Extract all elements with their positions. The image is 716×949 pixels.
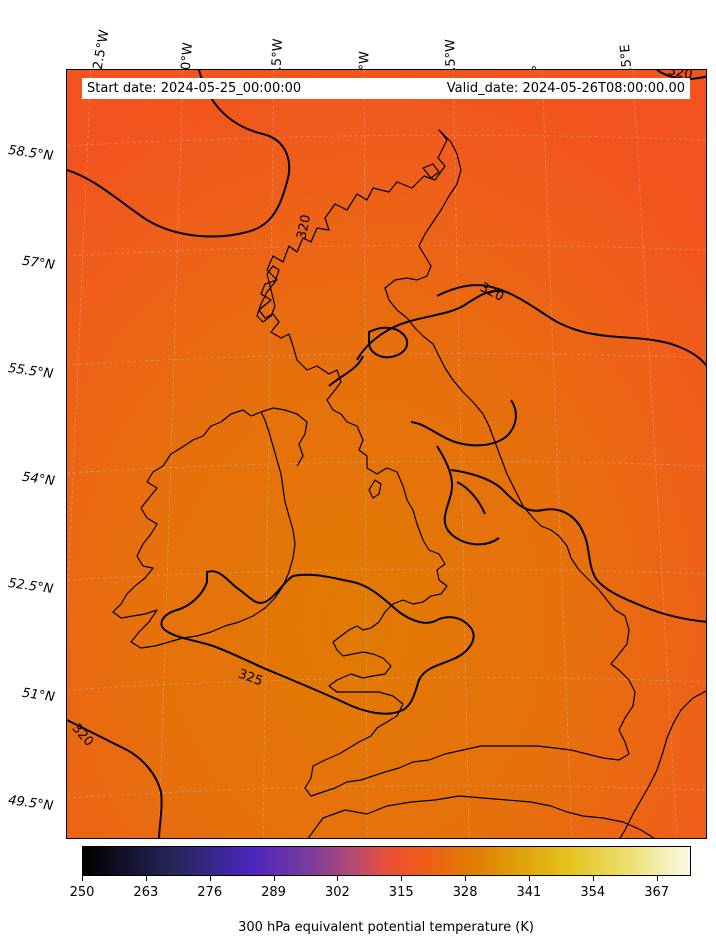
continent-coast <box>619 690 706 838</box>
lat-label-57n: 57°N <box>21 253 56 274</box>
contour-320-central <box>328 290 506 387</box>
colorbar-tick <box>528 876 530 881</box>
outer-hebrides <box>256 265 280 323</box>
colorbar-tick-label: 250 <box>69 885 95 900</box>
isle-of-man <box>368 479 382 499</box>
start-date: Start date: 2024-05-25_00:00:00 <box>87 81 302 96</box>
colorbar <box>82 846 691 876</box>
lat-label-51n: 51°N <box>21 685 56 706</box>
colorbar-tick <box>592 876 594 881</box>
colorbar-tick-label: 276 <box>197 885 223 900</box>
colorbar-tick <box>656 876 658 881</box>
lat-label-54n: 54°N <box>21 469 56 490</box>
colorbar-tick <box>209 876 211 881</box>
northern-ireland-coast <box>260 407 308 467</box>
great-britain-coast <box>258 129 636 797</box>
contour-320-mid <box>410 399 517 546</box>
contour-label-320-scotland: 320 <box>294 213 314 240</box>
contour-320-southwest <box>67 719 163 838</box>
ireland-coast <box>112 409 296 649</box>
lat-label-55.5n: 55.5°N <box>7 360 54 383</box>
colorbar-tick-label: 341 <box>516 885 542 900</box>
colorbar-tick-label: 315 <box>388 885 414 900</box>
contour-325 <box>160 570 475 715</box>
orkney <box>422 163 440 179</box>
coastlines <box>112 129 706 838</box>
colorbar-tick <box>145 876 147 881</box>
valid-date: Valid_date: 2024-05-26T08:00:00.00 <box>446 81 685 96</box>
colorbar-tick <box>82 876 83 881</box>
colorbar-tick-label: 367 <box>644 885 670 900</box>
lat-label-58.5n: 58.5°N <box>7 142 54 165</box>
colorbar-tick-label: 263 <box>133 885 159 900</box>
colorbar-tick-label: 354 <box>580 885 606 900</box>
contour-320-england <box>450 469 706 623</box>
lat-label-49.5n: 49.5°N <box>7 792 54 815</box>
map-svg: 320 320 320 325 320 <box>67 70 706 838</box>
france-coast <box>307 795 655 838</box>
map-panel: 320 320 320 325 320 <box>66 69 707 839</box>
temperature-field <box>67 70 706 838</box>
colorbar-tick <box>401 876 403 881</box>
lat-label-52.5n: 52.5°N <box>7 575 54 598</box>
contour-320-irish-sea <box>368 326 409 359</box>
colorbar-tick <box>337 876 339 881</box>
contour-320-east <box>436 284 706 367</box>
colorbar-tick-label: 302 <box>324 885 350 900</box>
colorbar-title: 300 hPa equivalent potential temperature… <box>238 920 534 935</box>
date-header: Start date: 2024-05-25_00:00:00 Valid_da… <box>82 78 690 99</box>
colorbar-tick <box>273 876 275 881</box>
colorbar-tick <box>465 876 467 881</box>
colorbar-tick-label: 328 <box>452 885 478 900</box>
theta-e-contours <box>67 70 706 838</box>
colorbar-tick-label: 289 <box>261 885 286 900</box>
